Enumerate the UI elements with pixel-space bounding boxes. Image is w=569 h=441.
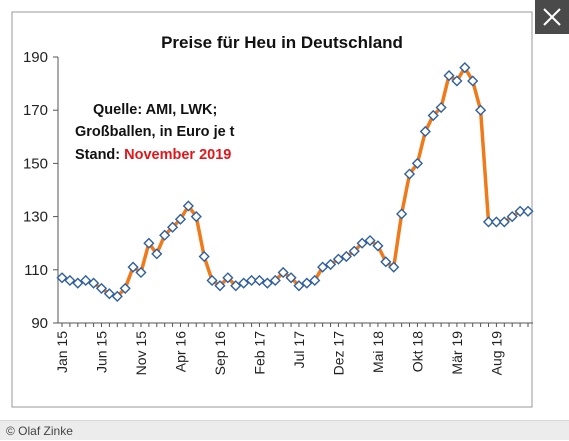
close-button[interactable] (535, 0, 569, 34)
data-point (475, 104, 487, 116)
data-point (285, 272, 297, 284)
chart-title: Preise für Heu in Deutschland (161, 33, 403, 52)
y-tick-label: 190 (23, 49, 48, 66)
data-point (514, 205, 526, 217)
data-point (380, 256, 392, 268)
x-tick-label: Dez 17 (330, 331, 346, 376)
x-axis-ticks: Jan 15 Jun 15 Nov 15 Apr 16 Sep 16 Feb 17 Jul … (54, 323, 529, 376)
y-tick-label: 170 (23, 102, 48, 119)
y-axis-ticks: 90 110 130 150 170 190 (23, 49, 58, 332)
image-credit: © Olaf Zinke (0, 420, 569, 440)
x-tick-label: Jan 15 (54, 331, 70, 373)
data-point (64, 274, 76, 287)
data-point (245, 274, 258, 287)
data-point (190, 211, 202, 223)
data-point (498, 216, 510, 228)
data-point (198, 250, 210, 263)
data-point (490, 216, 502, 228)
data-point (174, 213, 187, 225)
x-tick-label: Mai 18 (370, 331, 386, 373)
data-point (396, 208, 408, 220)
data-point (119, 282, 131, 295)
data-point (388, 261, 400, 273)
x-tick-label: Jun 15 (93, 331, 109, 373)
data-point (364, 234, 376, 247)
data-point (522, 205, 534, 217)
data-point (230, 280, 242, 292)
data-point (443, 70, 455, 82)
data-point (277, 266, 289, 279)
data-point (317, 261, 329, 273)
data-point (269, 274, 281, 287)
x-tick-label: Nov 15 (133, 331, 149, 376)
data-point (135, 266, 147, 279)
data-point (151, 248, 163, 260)
data-point (482, 216, 495, 228)
data-point (324, 258, 337, 271)
data-point (103, 288, 115, 300)
y-tick-label: 130 (23, 209, 48, 226)
y-tick-label: 90 (31, 315, 48, 332)
source-line-1: Quelle: AMI, LWK; (93, 102, 217, 118)
data-point (143, 237, 155, 249)
stand-label: Stand: (75, 147, 120, 163)
stand-value: November 2019 (124, 147, 231, 163)
data-point (506, 211, 518, 223)
data-point (95, 282, 108, 295)
data-point (403, 168, 416, 180)
data-point (467, 75, 479, 87)
data-point (435, 101, 447, 114)
data-point (340, 250, 352, 263)
data-point (166, 221, 179, 233)
close-icon (543, 8, 561, 26)
data-point (182, 200, 194, 212)
x-tick-label: Aug 19 (488, 331, 504, 376)
stand-line: Stand: November 2019 (75, 147, 231, 163)
data-point (238, 277, 250, 289)
x-tick-label: Apr 16 (172, 331, 188, 372)
data-point (214, 280, 226, 292)
data-point (88, 277, 100, 289)
data-point (80, 274, 92, 287)
data-point (56, 272, 68, 284)
data-point (222, 272, 234, 284)
data-point (332, 253, 345, 265)
x-tick-label: Okt 18 (409, 331, 425, 372)
source-line-2: Großballen, in Euro je t (75, 124, 235, 140)
x-tick-label: Mär 19 (449, 331, 465, 375)
data-point (356, 237, 368, 249)
x-tick-label: Feb 17 (251, 331, 267, 375)
data-point (253, 274, 266, 287)
chart-frame: Preise für Heu in Deutschland Quelle: AM… (11, 11, 534, 408)
data-point (127, 261, 139, 273)
data-point (261, 277, 273, 289)
data-point (372, 240, 384, 252)
data-point (301, 277, 313, 289)
data-point (419, 125, 431, 138)
data-point (72, 277, 84, 289)
data-point (111, 290, 123, 302)
x-tick-label: Sep 16 (212, 331, 228, 376)
data-point (293, 280, 305, 292)
y-tick-label: 110 (24, 262, 48, 279)
series-markers (56, 62, 534, 302)
data-point (459, 62, 471, 74)
y-tick-label: 150 (23, 155, 48, 172)
data-point (411, 157, 424, 169)
data-point (159, 229, 171, 241)
plot-area (11, 11, 533, 408)
data-point (206, 274, 218, 287)
data-point (309, 274, 321, 287)
data-point (427, 109, 439, 122)
data-point (451, 75, 463, 87)
x-tick-label: Jul 17 (291, 331, 307, 369)
data-point (348, 245, 360, 257)
